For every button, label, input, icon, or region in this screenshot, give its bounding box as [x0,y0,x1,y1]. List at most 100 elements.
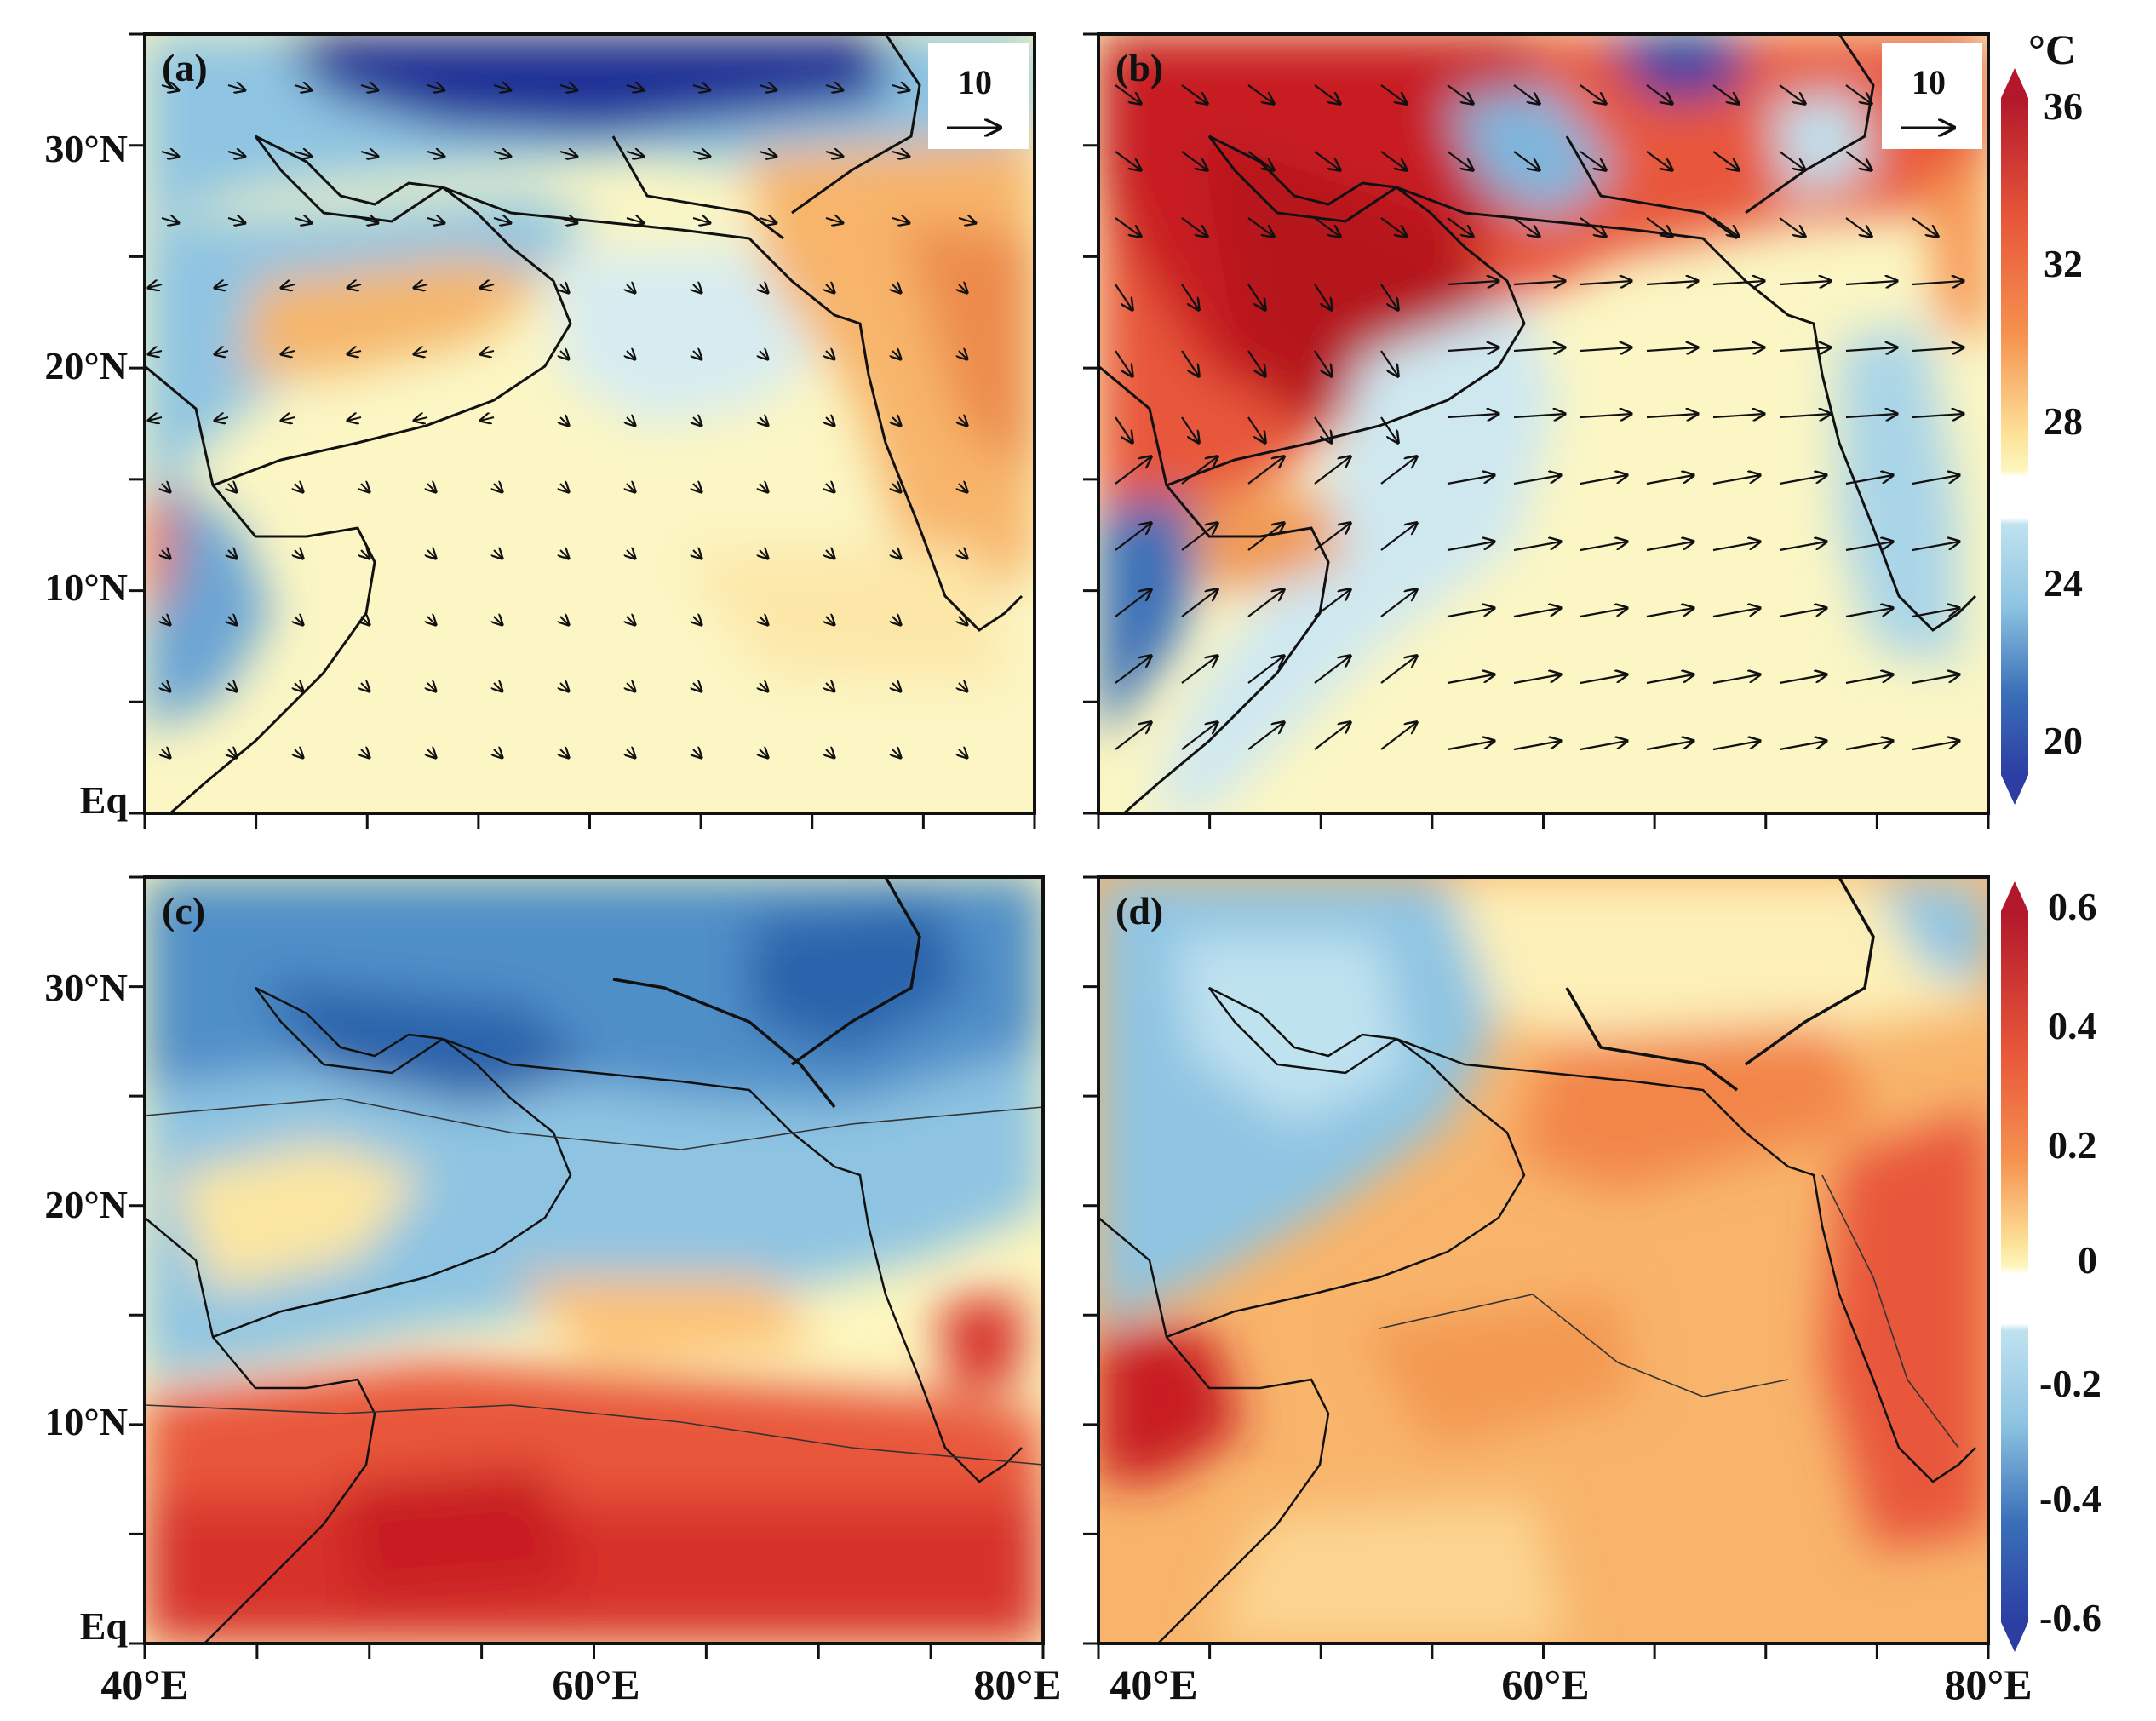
wind-vector [1314,284,1332,310]
wind-vector [1912,475,1959,485]
wind-vector [1181,350,1199,376]
wind-vector [148,351,163,354]
wind-vector [1779,542,1826,552]
wind-vector [759,218,777,223]
wind-vector [759,152,777,157]
wind-vector [427,683,436,691]
wind-vector [1779,217,1805,237]
wind-vector [760,484,768,492]
wind-vector [162,550,170,559]
panel-b-vector-key: 10 [1882,43,1982,149]
wind-vector [692,85,710,90]
wind-vector [560,617,569,625]
wind-vector [1181,456,1218,485]
wind-vector [560,749,569,758]
wind-vector [1779,281,1831,284]
wind-vector [480,417,495,421]
wind-vector [1912,217,1938,237]
wind-vector [1314,151,1340,170]
wind-vector [1646,475,1694,485]
wind-vector [560,550,569,559]
wind-vector [1912,281,1964,284]
wind-vector [892,85,909,90]
wind-vector [1845,608,1893,618]
wind-vector [427,85,444,90]
panel-a-field [145,34,1035,813]
wind-vector [1513,217,1540,237]
wind-vector [1513,741,1561,751]
wind-vector [959,484,967,492]
wind-vector [1646,414,1698,417]
wind-vector [826,284,834,293]
wind-vector [560,683,569,691]
wind-vector [826,683,834,691]
wind-vector [959,749,967,758]
panel-a-vector-key-label: 10 [958,63,992,101]
wind-vector [959,351,967,359]
wind-vector [1646,542,1694,552]
wind-vector [1580,741,1627,751]
wind-vector [427,484,436,492]
wind-vector [1314,656,1350,684]
wind-vector [1912,542,1959,552]
wind-vector [560,284,569,293]
wind-vector [1712,84,1739,104]
x-axis: 40°E 60°E 80°E 40°E 60°E 80°E [100,1661,2032,1708]
wind-vector [1779,475,1826,485]
wind-vector [826,351,834,359]
wind-vector [1447,542,1494,552]
wind-vector [1712,475,1760,485]
wind-vector [1646,347,1698,351]
wind-vector [1712,741,1760,751]
colorbar-temperature-tick-36: 36 [2044,84,2083,128]
wind-vector [1115,456,1151,485]
wind-vector [1380,217,1407,237]
wind-vector [1247,589,1284,617]
wind-vector [627,683,635,691]
wind-vector [1115,151,1141,170]
wind-vector [1447,741,1494,751]
wind-vector [1115,217,1141,237]
wind-vector [494,550,502,559]
wind-vector [1580,475,1627,485]
wind-vector [162,683,170,691]
wind-vector [1380,84,1407,104]
wind-vector [162,484,170,492]
panel-d-label: (d) [1115,889,1163,932]
wind-vector [215,351,229,354]
wind-vector [1580,674,1627,685]
wind-vector [1115,589,1151,617]
wind-vector [1447,414,1499,417]
wind-vector [1380,589,1417,617]
wind-vector [1912,347,1964,351]
wind-vector [1447,281,1499,284]
wind-vector [892,351,901,359]
wind-vector [1845,84,1872,104]
wind-vector [1646,84,1672,104]
wind-vector [414,351,428,354]
wind-vector [1779,414,1831,417]
wind-vector [1247,656,1284,684]
wind-vector [1115,523,1151,551]
wind-vector [361,617,370,625]
wind-vector [627,617,635,625]
colorbar-anomaly-tick-0.2: 0.2 [2048,1123,2097,1167]
wind-vector [361,683,370,691]
wind-vector [1247,350,1265,376]
wind-vector [360,218,378,223]
wind-vector [1513,414,1565,417]
wind-vector [347,351,362,354]
colorbar-anomaly-tick-neg0.6: -0.6 [2039,1596,2102,1639]
wind-vector [892,484,901,492]
wind-vector [1580,347,1631,351]
wind-vector [427,550,436,559]
wind-vector [1513,151,1540,170]
y-tick-label-eq-top: Eq [80,778,129,822]
wind-vector [294,85,312,90]
wind-vector [1181,523,1218,551]
wind-vector [1845,475,1893,485]
wind-vector [1447,475,1494,485]
wind-vector [693,617,702,625]
wind-vector [1247,284,1265,310]
